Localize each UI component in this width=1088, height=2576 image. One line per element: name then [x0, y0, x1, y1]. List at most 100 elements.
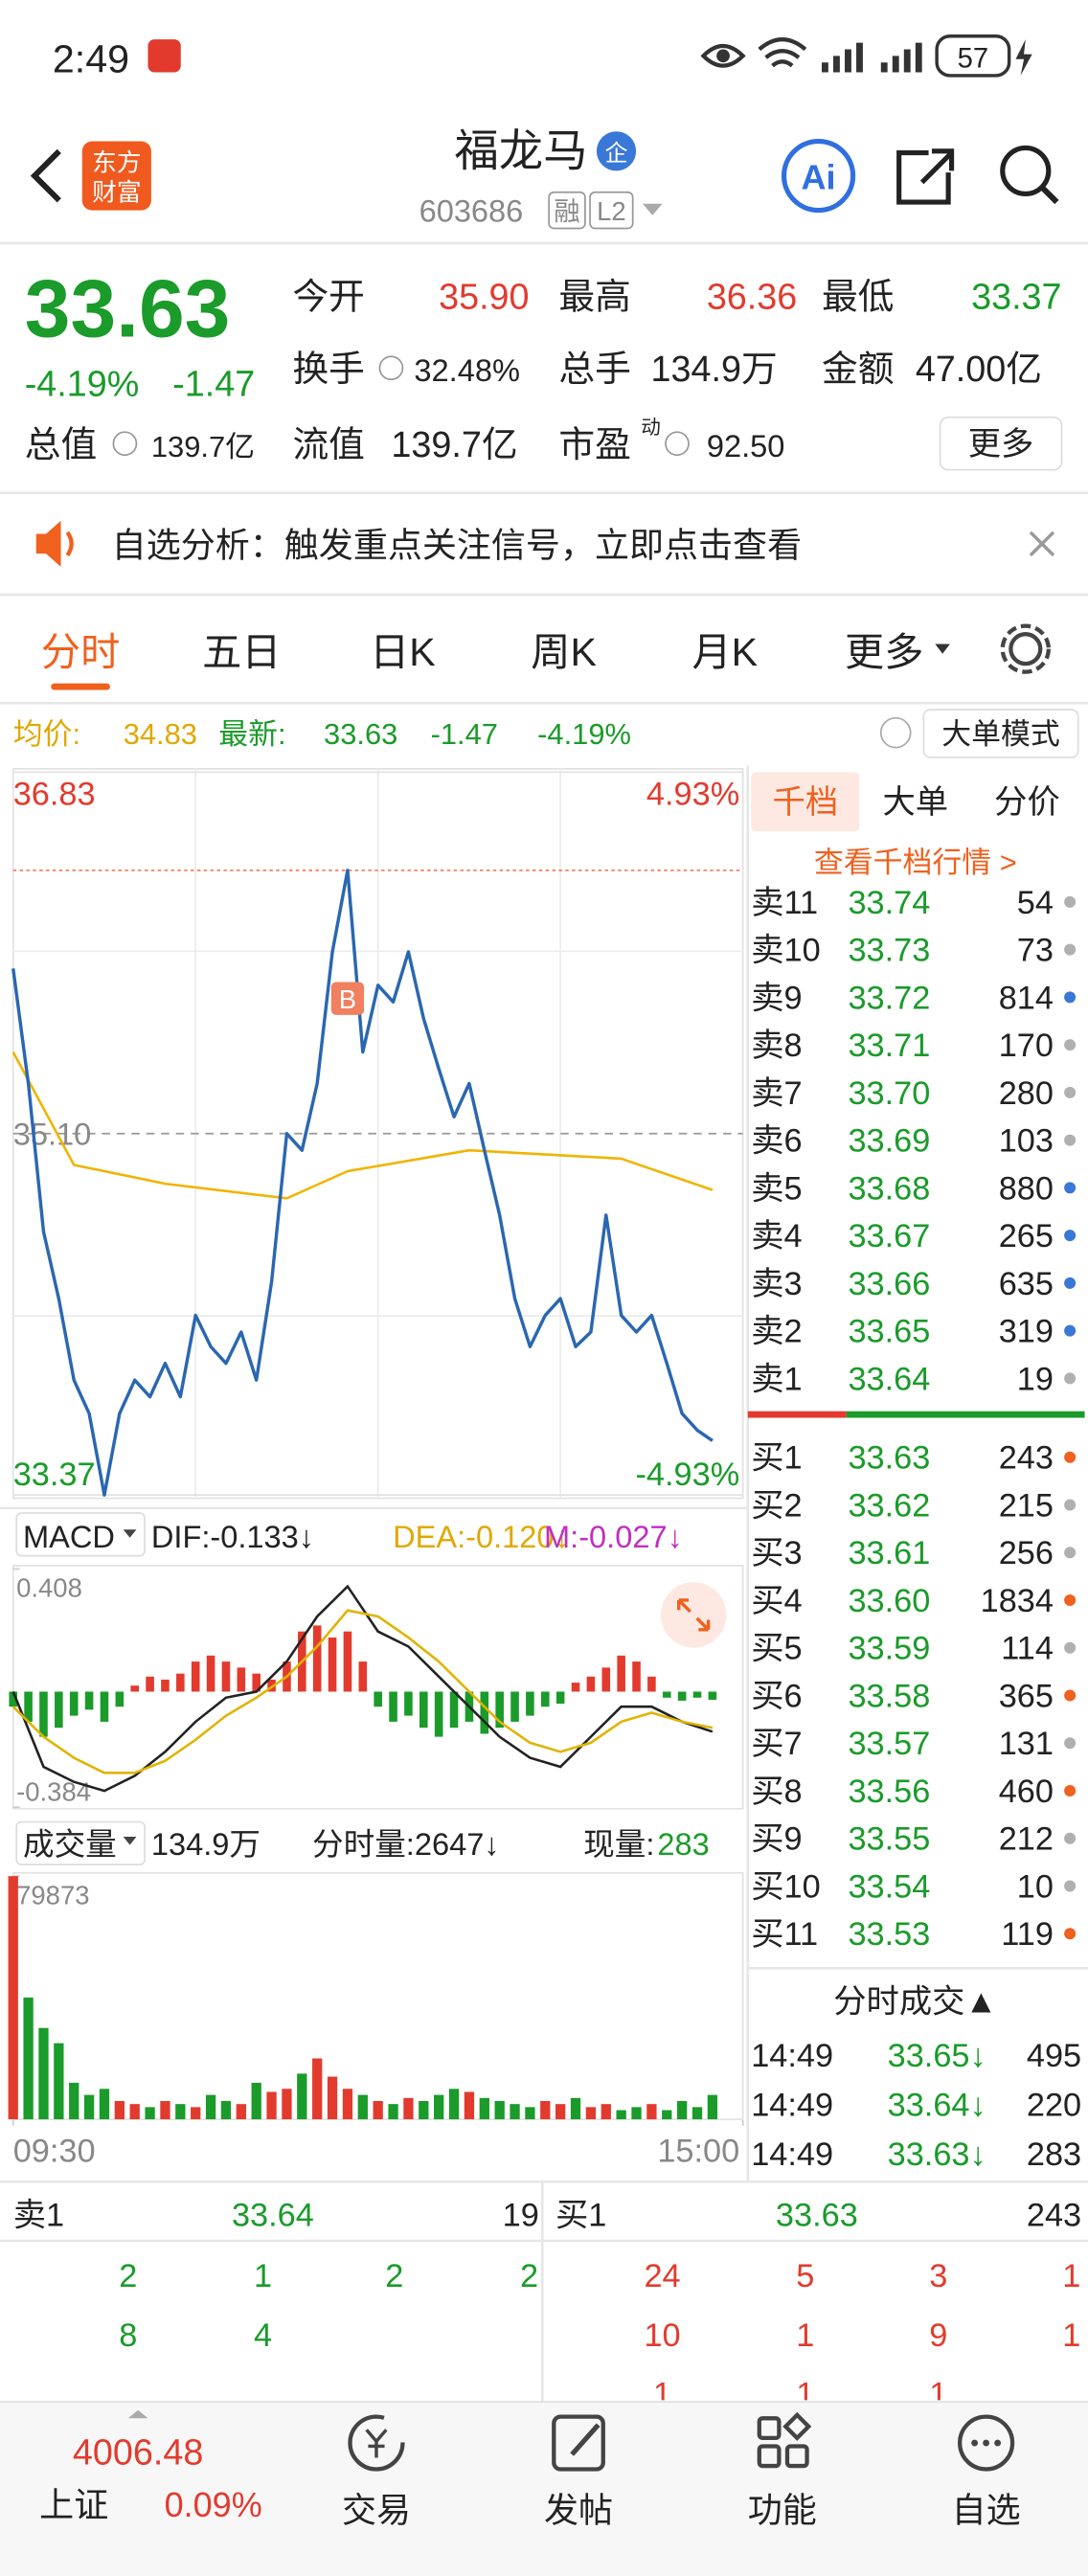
- dif-line: [11, 1584, 714, 1793]
- book-tab[interactable]: 分价: [994, 784, 1060, 821]
- trade-volume: 283: [1027, 2136, 1081, 2173]
- book-tab-active[interactable]: 千档: [773, 784, 839, 821]
- book-price: 33.53: [848, 1916, 930, 1953]
- logo-text: 东方: [92, 148, 141, 176]
- info-icon[interactable]: [378, 355, 404, 381]
- macd-bar: [39, 1691, 48, 1737]
- more-button[interactable]: [939, 416, 1063, 471]
- macd-bar: [69, 1691, 79, 1716]
- tab[interactable]: 周K: [531, 630, 597, 674]
- book-link[interactable]: 查看千档行情 >: [814, 846, 1017, 879]
- help-icon[interactable]: [879, 716, 912, 749]
- x-tick-label: 15:00: [657, 2134, 739, 2170]
- book-label: 买4: [751, 1583, 802, 1619]
- trade-time: 14:49: [751, 2038, 833, 2074]
- close-button[interactable]: [1029, 531, 1055, 557]
- tab[interactable]: 月K: [691, 630, 758, 674]
- field-value: 36.36: [707, 277, 797, 317]
- ai-button[interactable]: [781, 138, 856, 214]
- book-volume: 280: [999, 1075, 1054, 1112]
- field-value: 139.7亿: [151, 430, 255, 463]
- book-label: 卖2: [751, 1314, 802, 1350]
- volume-bar: [585, 2107, 597, 2120]
- trade-volume: 220: [1027, 2088, 1081, 2124]
- indicator-select[interactable]: [15, 1512, 146, 1557]
- tab-active[interactable]: 分时: [41, 630, 120, 674]
- book-dot: [1064, 1928, 1077, 1940]
- nav-item[interactable]: 交易: [342, 2490, 411, 2529]
- book-dot: [1064, 895, 1077, 908]
- tab[interactable]: 日K: [370, 630, 436, 674]
- settings-button[interactable]: [1000, 623, 1051, 674]
- search-button[interactable]: [1000, 145, 1052, 197]
- book-price: 33.71: [848, 1028, 930, 1064]
- macd-bar: [191, 1661, 200, 1692]
- book-volume: 265: [999, 1218, 1054, 1254]
- index-change[interactable]: 0.09%: [165, 2485, 262, 2524]
- volume-bar: [145, 2107, 155, 2120]
- chart-frame: [11, 1565, 744, 1810]
- queue-order: 10: [644, 2317, 680, 2354]
- index-value[interactable]: 4006.48: [73, 2431, 203, 2472]
- watch-icon: [983, 2439, 990, 2447]
- share-button[interactable]: [896, 148, 955, 205]
- volume-bar: [236, 2104, 246, 2120]
- book-price: 33.65: [848, 1314, 930, 1350]
- book-volume: 170: [999, 1028, 1054, 1064]
- volume-bar: [403, 2097, 414, 2120]
- indicator-select[interactable]: [15, 1820, 146, 1866]
- book-dot: [1064, 991, 1077, 1004]
- nav-item[interactable]: 功能: [748, 2490, 817, 2529]
- book-label: 买2: [751, 1487, 802, 1524]
- price-line: [11, 869, 714, 1497]
- book-split: [846, 1411, 1085, 1418]
- volume-bar: [601, 2104, 611, 2120]
- queue-order: 8: [119, 2317, 137, 2354]
- macd-bar: [510, 1691, 519, 1722]
- macd-bar: [389, 1691, 397, 1722]
- volume-bar: [555, 2104, 566, 2120]
- info-icon[interactable]: [665, 431, 690, 457]
- volume-bar: [191, 2107, 201, 2120]
- banner[interactable]: [0, 492, 1088, 596]
- func-icon: [784, 2444, 809, 2469]
- field-label: 流值: [292, 424, 364, 464]
- book-tab[interactable]: 大单: [883, 784, 949, 821]
- queue-order: 3: [929, 2258, 947, 2294]
- tab[interactable]: 更多: [845, 630, 923, 674]
- book-price: 33.67: [848, 1218, 930, 1254]
- book-dot: [1064, 943, 1077, 956]
- settings-button[interactable]: [1009, 632, 1043, 667]
- tab[interactable]: 五日: [202, 630, 281, 674]
- mode-button[interactable]: [922, 709, 1079, 758]
- info-icon[interactable]: [112, 431, 138, 457]
- macd-bar: [115, 1691, 125, 1707]
- book-label: 卖6: [751, 1123, 802, 1160]
- book-price: 33.60: [848, 1583, 930, 1619]
- macd-bar: [343, 1631, 352, 1692]
- book-dot: [1064, 1451, 1077, 1463]
- search-button[interactable]: [1039, 185, 1059, 205]
- expand-button[interactable]: [660, 1582, 727, 1648]
- book-volume: 460: [999, 1774, 1054, 1810]
- book-volume: 19: [1017, 1361, 1054, 1397]
- trades-header[interactable]: 分时成交▲: [833, 1984, 997, 2021]
- nav-item[interactable]: 自选: [952, 2490, 1021, 2529]
- volume-bar: [631, 2107, 642, 2120]
- nav-item[interactable]: 发帖: [544, 2490, 613, 2529]
- book-label: 买3: [751, 1535, 802, 1571]
- book-price: 33.62: [848, 1487, 930, 1524]
- y-tick-label: 36.83: [13, 777, 96, 813]
- book-label: 买9: [751, 1821, 802, 1858]
- book-volume: 1834: [981, 1583, 1054, 1619]
- book-dot: [1064, 1547, 1077, 1559]
- macd-bar: [677, 1691, 687, 1701]
- dropdown-icon[interactable]: [642, 203, 663, 215]
- back-button[interactable]: [30, 148, 61, 203]
- trade-icon: [365, 2429, 388, 2458]
- index-name[interactable]: 上证: [39, 2485, 108, 2524]
- expand-icon: [676, 1598, 711, 1632]
- volume-bar: [251, 2082, 261, 2120]
